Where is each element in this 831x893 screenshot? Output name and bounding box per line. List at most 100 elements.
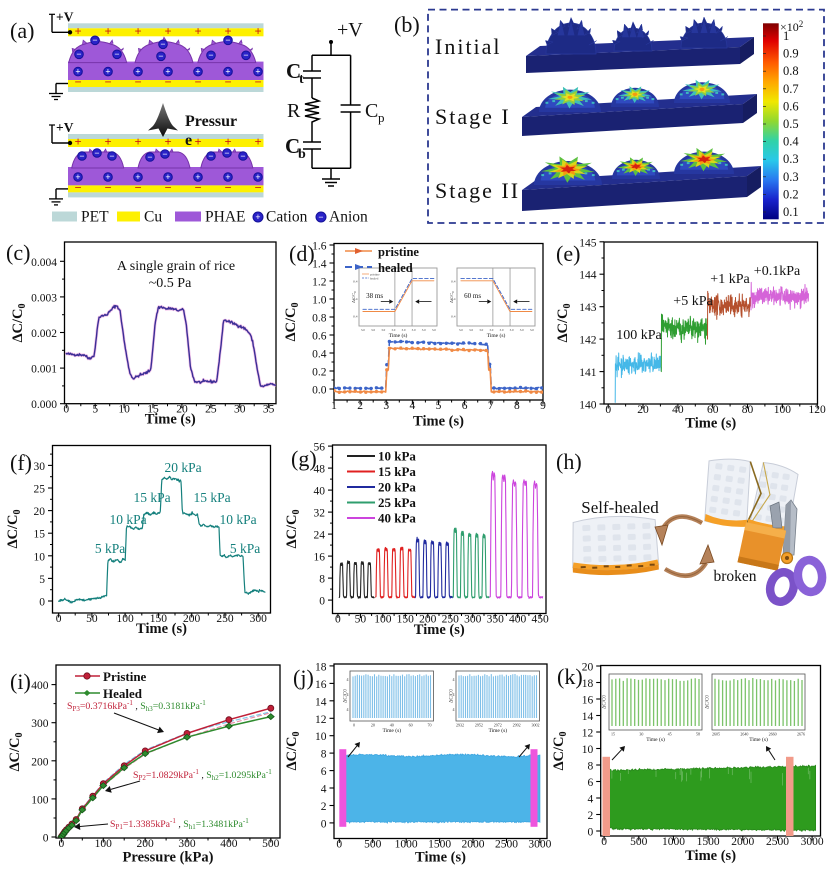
svg-text:25: 25: [34, 484, 46, 496]
svg-text:Time (s): Time (s): [413, 414, 464, 430]
svg-text:~0.5 Pa: ~0.5 Pa: [149, 276, 192, 291]
svg-text:+0.1kPa: +0.1kPa: [754, 264, 801, 279]
svg-text:60 ms: 60 ms: [464, 292, 481, 300]
svg-text:0.4: 0.4: [451, 314, 456, 318]
svg-text:Time (s): Time (s): [685, 416, 736, 432]
svg-text:−: −: [134, 180, 141, 194]
svg-text:3.0: 3.0: [381, 328, 385, 332]
svg-text:250: 250: [442, 614, 460, 626]
svg-text:300: 300: [178, 838, 196, 850]
svg-text:−: −: [76, 49, 81, 59]
svg-text:6: 6: [587, 777, 593, 789]
svg-text:1.0: 1.0: [312, 295, 327, 307]
svg-text:−: −: [114, 49, 119, 59]
svg-text:Pressure (kPa): Pressure (kPa): [123, 850, 214, 866]
svg-text:35: 35: [263, 404, 275, 416]
svg-text:30: 30: [34, 461, 46, 473]
svg-text:14: 14: [582, 711, 594, 723]
svg-text:−: −: [224, 148, 229, 158]
svg-text:ΔC/C0: ΔC/C0: [5, 509, 23, 548]
svg-text:16: 16: [582, 695, 594, 707]
svg-text:Time (s): Time (s): [389, 332, 408, 339]
svg-text:2000: 2000: [462, 839, 485, 851]
svg-text:1500: 1500: [428, 839, 451, 851]
svg-text:400: 400: [220, 838, 238, 850]
svg-text:2: 2: [357, 400, 363, 412]
svg-text:SP2=1.0829kPa-1 , Sh2=1.0295kP: SP2=1.0829kPa-1 , Sh2=1.0295kPa-1: [133, 768, 272, 782]
svg-text:4: 4: [347, 677, 349, 682]
svg-text:(g): (g): [291, 446, 317, 471]
svg-text:16: 16: [315, 679, 327, 691]
svg-text:+: +: [165, 67, 170, 77]
svg-text:5: 5: [92, 404, 98, 416]
svg-text:0: 0: [587, 827, 593, 839]
svg-text:(c): (c): [6, 240, 30, 265]
svg-text:(f): (f): [10, 450, 32, 475]
svg-text:(j): (j): [293, 665, 314, 690]
svg-text:1: 1: [331, 400, 337, 412]
svg-text:1500: 1500: [697, 836, 720, 848]
svg-text:500: 500: [364, 839, 382, 851]
svg-text:400: 400: [31, 680, 49, 692]
svg-text:16: 16: [314, 552, 326, 564]
svg-text:3.0: 3.0: [520, 328, 524, 332]
svg-text:100: 100: [95, 838, 113, 850]
svg-text:+: +: [105, 67, 110, 77]
svg-text:0.2: 0.2: [312, 367, 327, 379]
svg-text:Time (s): Time (s): [749, 736, 768, 743]
svg-text:+: +: [194, 135, 201, 149]
svg-text:0.4: 0.4: [353, 297, 358, 301]
svg-text:0: 0: [605, 404, 611, 416]
svg-text:400: 400: [509, 614, 527, 626]
svg-text:Time (s): Time (s): [382, 727, 401, 734]
svg-text:−: −: [194, 75, 201, 89]
svg-text:20: 20: [637, 404, 649, 416]
svg-text:−: −: [134, 75, 141, 89]
svg-text:4: 4: [453, 677, 455, 682]
svg-text:14: 14: [315, 696, 327, 708]
svg-text:Initial: Initial: [435, 34, 502, 59]
svg-text:−: −: [208, 151, 213, 161]
svg-text:3.0: 3.0: [489, 328, 493, 332]
svg-text:ΔC/C0: ΔC/C0: [603, 695, 608, 709]
svg-text:3.0: 3.0: [361, 328, 365, 332]
svg-text:5: 5: [436, 400, 442, 412]
svg-text:C: C: [286, 59, 301, 83]
svg-text:SP1=1.3385kPa-1 , Sh1=1.3481kP: SP1=1.3385kPa-1 , Sh1=1.3481kPa-1: [110, 817, 249, 831]
svg-text:10: 10: [34, 551, 46, 563]
svg-text:3.0: 3.0: [469, 328, 473, 332]
svg-text:4: 4: [587, 794, 593, 806]
svg-text:pristine: pristine: [378, 245, 419, 259]
svg-text:−: −: [240, 151, 245, 161]
svg-text:0: 0: [319, 596, 325, 608]
svg-text:0: 0: [335, 614, 341, 626]
svg-text:0.3: 0.3: [783, 170, 799, 184]
svg-text:R: R: [287, 100, 301, 122]
svg-text:9: 9: [540, 400, 546, 412]
svg-text:+: +: [164, 135, 171, 149]
svg-text:7: 7: [488, 400, 494, 412]
svg-text:+: +: [74, 25, 81, 39]
svg-text:0.4: 0.4: [783, 135, 799, 149]
svg-text:141: 141: [579, 367, 597, 379]
svg-text:3.0: 3.0: [371, 328, 375, 332]
svg-text:0: 0: [39, 597, 45, 609]
svg-text:25 kPa: 25 kPa: [378, 495, 416, 510]
svg-text:4: 4: [453, 692, 455, 697]
svg-text:2500: 2500: [495, 839, 518, 851]
svg-text:−: −: [224, 180, 231, 194]
svg-text:0.002: 0.002: [31, 328, 57, 340]
svg-text:200: 200: [183, 613, 201, 625]
svg-text:100: 100: [31, 794, 49, 806]
svg-text:10 kPa: 10 kPa: [109, 512, 146, 527]
svg-text:40: 40: [390, 723, 394, 728]
svg-text:30: 30: [639, 732, 643, 737]
svg-text:0: 0: [59, 838, 65, 850]
svg-text:ΔC/C0: ΔC/C0: [284, 509, 302, 548]
svg-text:+: +: [104, 135, 111, 149]
svg-text:0.6: 0.6: [783, 99, 799, 113]
svg-text:0.1: 0.1: [783, 205, 799, 219]
svg-text:48: 48: [314, 464, 326, 476]
svg-text:e: e: [185, 132, 192, 149]
svg-text:+: +: [134, 25, 141, 39]
